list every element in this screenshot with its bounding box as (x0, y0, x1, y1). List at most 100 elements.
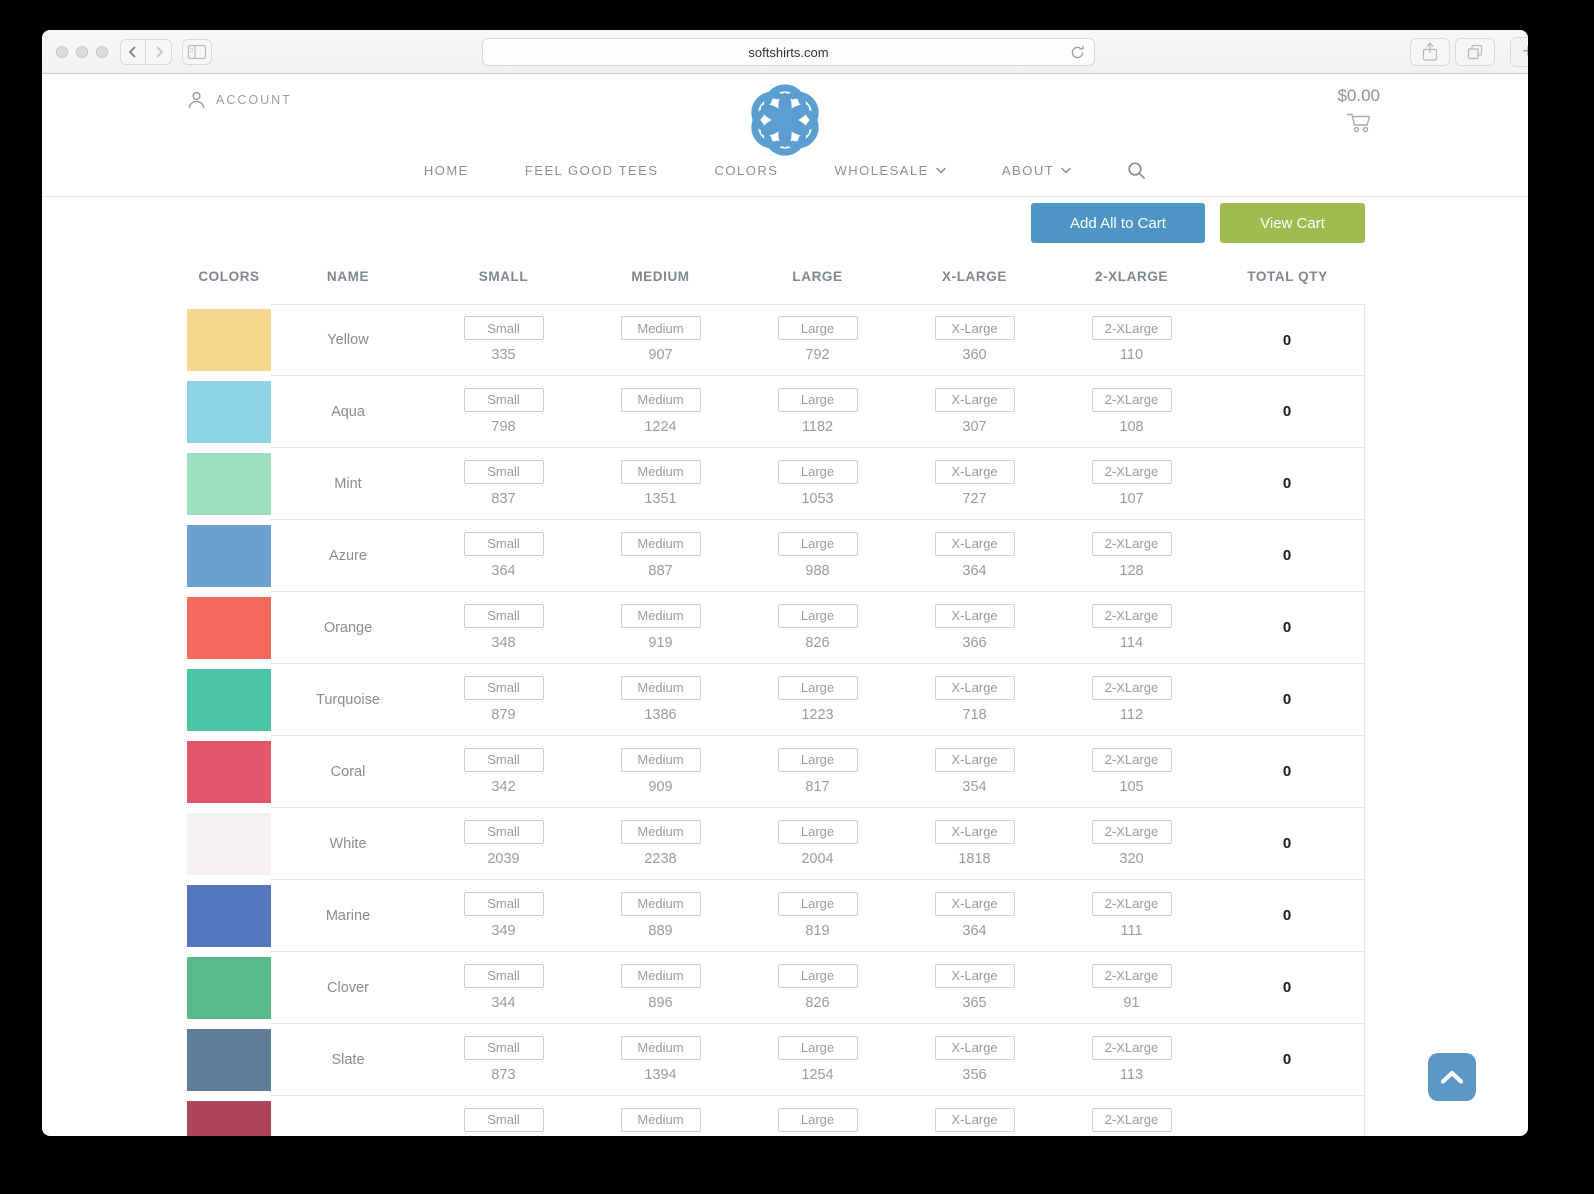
color-swatch-cell (187, 880, 271, 952)
qty-input-large[interactable] (777, 747, 858, 772)
nav-item-wholesale[interactable]: WHOLESALE (834, 163, 946, 178)
total-qty: 0 (1282, 979, 1292, 996)
nav-item-about[interactable]: ABOUT (1002, 163, 1071, 178)
qty-input-medium[interactable] (620, 387, 701, 412)
qty-input-2xlarge[interactable] (1091, 675, 1172, 700)
cart-button[interactable] (1337, 110, 1380, 139)
qty-input-medium[interactable] (620, 1035, 701, 1060)
stock-count-xlarge: 360 (962, 347, 987, 363)
stock-count-medium: 1394 (644, 1066, 677, 1083)
qty-input-xlarge[interactable] (934, 1107, 1015, 1132)
color-name: Aqua (331, 403, 365, 420)
qty-input-medium[interactable] (620, 963, 701, 988)
sidebar-button[interactable] (182, 39, 212, 65)
cart-total: $0.00 (1337, 86, 1380, 105)
stock-count-2xlarge: 91 (1123, 994, 1140, 1011)
qty-input-small[interactable] (463, 459, 544, 484)
qty-input-xlarge[interactable] (934, 747, 1015, 772)
qty-input-medium[interactable] (620, 603, 701, 628)
qty-input-xlarge[interactable] (934, 603, 1015, 628)
share-button[interactable] (1410, 38, 1450, 66)
qty-input-small[interactable] (463, 316, 544, 340)
back-button[interactable] (120, 39, 146, 65)
qty-input-medium[interactable] (620, 747, 701, 772)
qty-input-2xlarge[interactable] (1091, 819, 1172, 844)
minimize-button[interactable] (76, 46, 88, 58)
size-cell-small: 837 (425, 459, 582, 508)
qty-input-2xlarge[interactable] (1091, 531, 1172, 556)
qty-input-2xlarge[interactable] (1091, 316, 1172, 340)
qty-input-medium[interactable] (620, 1107, 701, 1132)
qty-input-2xlarge[interactable] (1091, 747, 1172, 772)
qty-input-xlarge[interactable] (934, 891, 1015, 916)
qty-input-small[interactable] (463, 603, 544, 628)
qty-input-large[interactable] (777, 963, 858, 988)
qty-input-large[interactable] (777, 531, 858, 556)
qty-input-2xlarge[interactable] (1091, 603, 1172, 628)
qty-input-small[interactable] (463, 891, 544, 916)
color-swatch-cell (187, 448, 271, 520)
nav-item-home[interactable]: HOME (424, 163, 469, 178)
qty-input-xlarge[interactable] (934, 819, 1015, 844)
color-name: Coral (330, 763, 366, 780)
stock-count-large: 1223 (801, 706, 834, 723)
qty-input-xlarge[interactable] (934, 1035, 1015, 1060)
qty-input-medium[interactable] (620, 675, 701, 700)
qty-input-small[interactable] (463, 675, 544, 700)
qty-input-large[interactable] (777, 1107, 858, 1132)
qty-input-xlarge[interactable] (934, 459, 1015, 484)
new-tab-button[interactable]: + (1510, 37, 1528, 67)
nav-item-colors[interactable]: COLORS (715, 163, 779, 178)
qty-input-small[interactable] (463, 819, 544, 844)
account-label: ACCOUNT (216, 93, 292, 107)
qty-input-large[interactable] (777, 459, 858, 484)
scroll-to-top-button[interactable] (1428, 1053, 1476, 1101)
qty-input-2xlarge[interactable] (1091, 891, 1172, 916)
size-cell-medium: 919 (582, 603, 739, 652)
qty-input-xlarge[interactable] (934, 531, 1015, 556)
forward-button[interactable] (146, 39, 172, 65)
tab-overview-button[interactable] (1455, 38, 1495, 66)
nav-item-feel-good-tees[interactable]: FEEL GOOD TEES (525, 163, 659, 178)
color-swatch (187, 669, 271, 731)
qty-input-medium[interactable] (620, 316, 701, 340)
qty-input-large[interactable] (777, 675, 858, 700)
softshirts-logo-icon[interactable] (741, 76, 829, 164)
qty-input-medium[interactable] (620, 531, 701, 556)
qty-input-small[interactable] (463, 747, 544, 772)
qty-input-small[interactable] (463, 1035, 544, 1060)
close-button[interactable] (56, 46, 68, 58)
qty-input-xlarge[interactable] (934, 675, 1015, 700)
size-cell-medium: 889 (582, 891, 739, 940)
qty-input-large[interactable] (777, 891, 858, 916)
qty-input-xlarge[interactable] (934, 387, 1015, 412)
qty-input-2xlarge[interactable] (1091, 459, 1172, 484)
qty-input-small[interactable] (463, 387, 544, 412)
qty-input-xlarge[interactable] (934, 963, 1015, 988)
qty-input-2xlarge[interactable] (1091, 963, 1172, 988)
qty-input-medium[interactable] (620, 459, 701, 484)
qty-input-2xlarge[interactable] (1091, 1107, 1172, 1132)
qty-input-2xlarge[interactable] (1091, 387, 1172, 412)
qty-input-large[interactable] (777, 819, 858, 844)
view-cart-button[interactable]: View Cart (1220, 203, 1365, 243)
qty-input-medium[interactable] (620, 891, 701, 916)
size-cell-large: 819 (739, 891, 896, 940)
qty-input-large[interactable] (777, 387, 858, 412)
qty-input-large[interactable] (777, 316, 858, 340)
qty-input-2xlarge[interactable] (1091, 1035, 1172, 1060)
reload-button[interactable] (1069, 44, 1086, 64)
stock-count-large: 792 (805, 347, 830, 363)
qty-input-large[interactable] (777, 1035, 858, 1060)
nav-search-button[interactable] (1127, 161, 1146, 180)
qty-input-large[interactable] (777, 603, 858, 628)
zoom-button[interactable] (96, 46, 108, 58)
qty-input-medium[interactable] (620, 819, 701, 844)
qty-input-small[interactable] (463, 1107, 544, 1132)
qty-input-xlarge[interactable] (934, 316, 1015, 340)
qty-input-small[interactable] (463, 963, 544, 988)
add-all-to-cart-button[interactable]: Add All to Cart (1031, 203, 1205, 243)
address-bar[interactable]: softshirts.com (482, 38, 1095, 66)
account-link[interactable]: ACCOUNT (187, 90, 292, 110)
qty-input-small[interactable] (463, 531, 544, 556)
